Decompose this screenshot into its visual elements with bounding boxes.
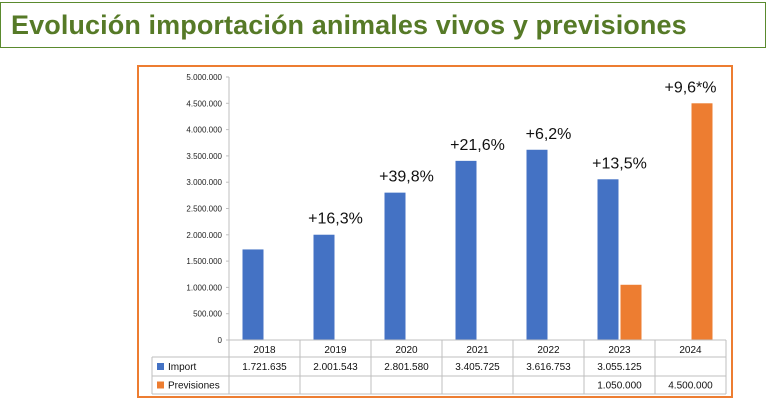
bar-previsiones xyxy=(620,284,642,340)
y-tick-label: 2.000.000 xyxy=(186,231,222,240)
y-tick-label: 3.000.000 xyxy=(186,178,222,187)
bar-previsiones xyxy=(691,103,713,340)
table-cell-value: 1.050.000 xyxy=(597,381,642,392)
y-tick-label: 500.000 xyxy=(193,310,222,319)
y-tick-label: 5.000.000 xyxy=(186,73,222,82)
x-category-label: 2020 xyxy=(395,345,418,356)
table-cell-value: 2.001.543 xyxy=(313,362,358,373)
y-tick-label: 4.000.000 xyxy=(186,126,222,135)
chart-frame xyxy=(137,65,733,398)
y-tick-label: 0 xyxy=(218,336,223,345)
bar-import xyxy=(455,160,477,340)
table-cell-value: 3.405.725 xyxy=(455,362,500,373)
x-category-label: 2022 xyxy=(537,345,560,356)
growth-annotation: +6,2% xyxy=(526,126,572,143)
growth-annotation: +9,6*% xyxy=(664,79,716,96)
table-cell-value: 3.055.125 xyxy=(597,362,642,373)
table-cell-value: 3.616.753 xyxy=(526,362,571,373)
y-tick-label: 4.500.000 xyxy=(186,99,222,108)
table-cell-value: 4.500.000 xyxy=(668,381,713,392)
legend-swatch xyxy=(157,363,164,370)
x-category-label: 2019 xyxy=(324,345,347,356)
x-category-label: 2023 xyxy=(608,345,631,356)
y-tick-label: 1.500.000 xyxy=(186,257,222,266)
growth-annotation: +39,8% xyxy=(379,169,434,186)
bar-import xyxy=(384,192,406,340)
x-category-label: 2021 xyxy=(466,345,489,356)
bar-import xyxy=(242,249,264,340)
bar-import xyxy=(597,179,619,340)
table-cell-value: 1.721.635 xyxy=(242,362,287,373)
growth-annotation: +13,5% xyxy=(592,155,647,172)
growth-annotation: +21,6% xyxy=(450,137,505,154)
page-title: Evolución importación animales vivos y p… xyxy=(11,10,687,40)
title-box: Evolución importación animales vivos y p… xyxy=(0,2,766,48)
bar-import xyxy=(313,234,335,340)
legend-swatch xyxy=(157,381,164,389)
y-tick-label: 1.000.000 xyxy=(186,283,222,292)
x-category-label: 2024 xyxy=(679,345,702,356)
y-tick-label: 3.500.000 xyxy=(186,152,222,161)
table-cell-value: 2.801.580 xyxy=(384,362,429,373)
y-tick-label: 2.500.000 xyxy=(186,205,222,214)
x-category-label: 2018 xyxy=(253,345,276,356)
legend-label: Import xyxy=(168,362,197,373)
legend-label: Previsiones xyxy=(168,381,220,392)
bar-import xyxy=(526,149,548,340)
growth-annotation: +16,3% xyxy=(308,211,363,228)
